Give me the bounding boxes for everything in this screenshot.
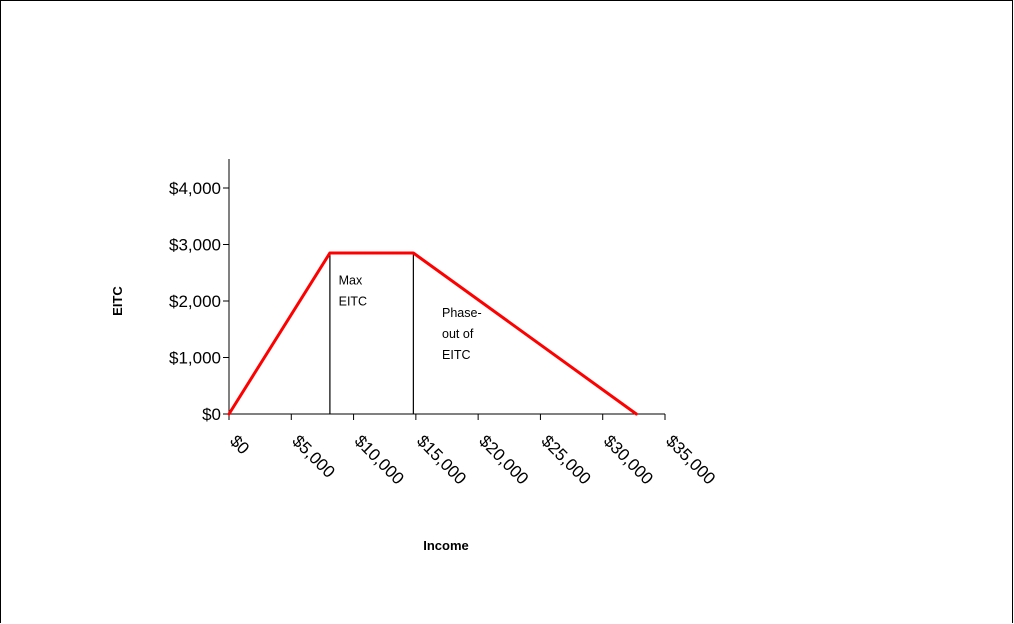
y-tick-label: $2,000 <box>169 292 221 311</box>
annotation-line: EITC <box>339 295 367 309</box>
annotation-max: Max EITC <box>339 274 367 309</box>
x-axis-title: Income <box>423 538 469 553</box>
annotation-phaseout: Phase-out of EITC <box>442 306 482 362</box>
annotation-line: Max <box>339 274 363 288</box>
annotations: Max EITC Phase-out of EITC <box>339 274 482 362</box>
x-tick-label: $20,000 <box>475 431 532 488</box>
x-tick-label: $15,000 <box>413 431 470 488</box>
series-group <box>227 251 638 416</box>
annotation-line: EITC <box>442 348 470 362</box>
region-dividers <box>329 252 414 414</box>
y-axis: $0 $1,000 $2,000 $3,000 $4,000 <box>169 159 230 424</box>
x-tick-label: $25,000 <box>538 431 595 488</box>
eitc-series-line <box>227 251 638 416</box>
y-tick-label: $0 <box>202 405 221 424</box>
y-axis-title: EITC <box>110 286 125 316</box>
y-tick-label: $3,000 <box>169 236 221 255</box>
y-tick-label: $4,000 <box>169 179 221 198</box>
x-axis: $0 $5,000 $10,000 $15,000 $20,000 $25,000 $30,… <box>226 413 719 488</box>
x-tick-label: $5,000 <box>288 431 338 481</box>
x-tick-label: $0 <box>226 431 253 458</box>
x-tick-label: $35,000 <box>662 431 719 488</box>
y-tick-label: $1,000 <box>169 349 221 368</box>
x-tick-label: $30,000 <box>600 431 657 488</box>
annotation-line: out of <box>442 327 474 341</box>
x-tick-label: $10,000 <box>351 431 408 488</box>
annotation-line: Phase- <box>442 306 482 320</box>
